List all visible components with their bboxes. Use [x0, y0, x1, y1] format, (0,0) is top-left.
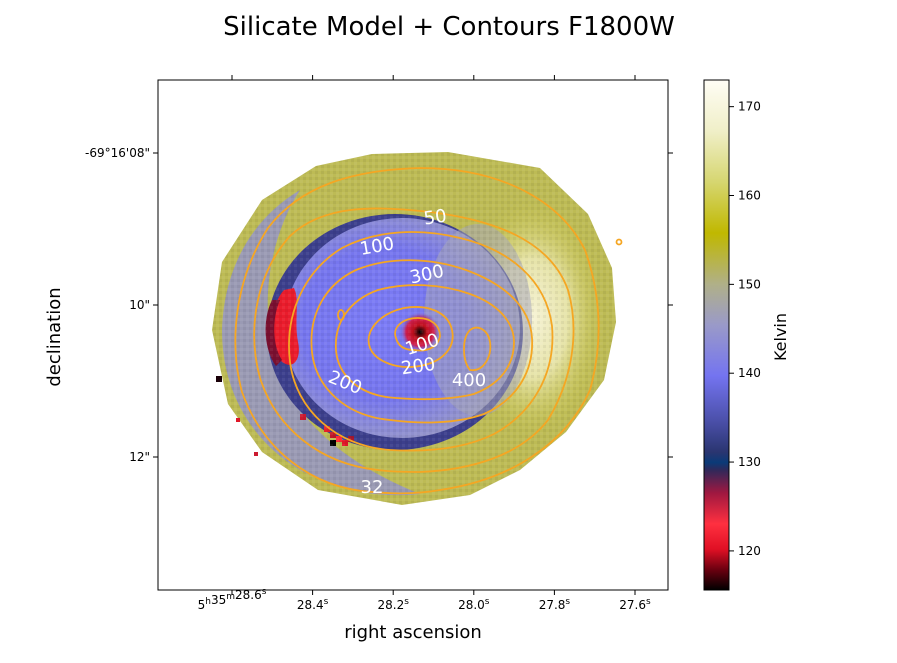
pixel-texture [212, 152, 616, 505]
colorbar-gradient [703, 79, 730, 591]
x-axis-label: right ascension [344, 622, 482, 643]
colorbar-ticks [729, 106, 734, 552]
contour-32 [234, 167, 600, 495]
colorbar: 170 160 150 140 130 120 Kelvin [703, 79, 790, 591]
contour-label: 32 [361, 477, 384, 498]
y-tick-label: 12" [129, 450, 150, 464]
contour-200-outer [310, 259, 533, 424]
contour-label: 400 [452, 370, 486, 391]
image-axes: 50 100 300 100 200 400 200 32 5h35m28.6s… [44, 75, 673, 643]
temperature-map: 50 100 300 100 200 400 200 32 [212, 152, 623, 505]
colorbar-tick-label: 150 [738, 277, 761, 291]
contour-label: 50 [422, 206, 448, 230]
contour-island-east [615, 238, 623, 246]
x-tick-label: 27.8s [539, 597, 571, 612]
colorbar-label: Kelvin [771, 313, 790, 361]
contour-labels: 50 100 300 100 200 400 200 32 [325, 206, 486, 498]
y-tick-label: 10" [129, 298, 150, 312]
colorbar-tick-label: 130 [738, 455, 761, 469]
x-tick-label: 28.0s [458, 597, 490, 612]
y-tick-labels: -69°16'08" 10" 12" [85, 146, 150, 464]
x-tick-label: 28.2s [377, 597, 409, 612]
contour-100-inner [367, 306, 454, 368]
colorbar-tick-label: 140 [738, 366, 761, 380]
colorbar-tick-labels: 170 160 150 140 130 120 [738, 100, 761, 558]
contour-400 [463, 326, 492, 371]
chart-title: Silicate Model + Contours F1800W [223, 12, 675, 42]
colorbar-tick-label: 120 [738, 544, 761, 558]
contour-50 [253, 207, 575, 473]
x-tick-label: 5h35m28.6s [198, 587, 267, 612]
colorbar-tick-label: 160 [738, 189, 761, 203]
y-axis-label: declination [44, 287, 65, 386]
contour-label: 200 [400, 354, 437, 380]
y-tick-label: -69°16'08" [85, 146, 150, 160]
contour-lines [234, 167, 623, 495]
x-tick-labels: 5h35m28.6s 28.4s 28.2s 28.0s 27.8s 27.6s [198, 587, 651, 612]
contour-100-outer [288, 231, 554, 452]
contour-200-inner [394, 317, 441, 352]
y-ticks [153, 152, 673, 458]
axes-frame [157, 79, 669, 591]
contour-island-west [337, 309, 345, 321]
x-ticks [231, 75, 636, 595]
contour-300 [335, 284, 515, 401]
x-tick-label: 27.6s [619, 597, 651, 612]
x-tick-label: 28.4s [297, 597, 329, 612]
colorbar-tick-label: 170 [738, 100, 761, 114]
